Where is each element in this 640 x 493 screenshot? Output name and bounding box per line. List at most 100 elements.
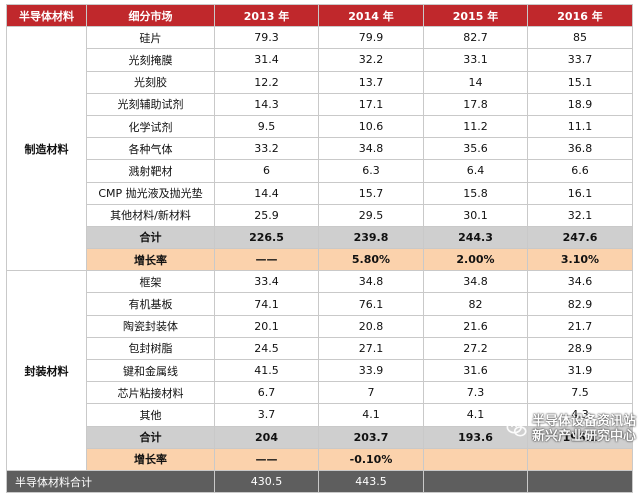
value-cell: 27.1 bbox=[318, 336, 424, 361]
segment-cell: 芯片粘接材料 bbox=[86, 381, 215, 405]
value-cell: 33.7 bbox=[527, 48, 633, 72]
value-cell: 32.2 bbox=[318, 48, 424, 72]
value-cell: 82.9 bbox=[527, 292, 633, 316]
growth-label: 增长率 bbox=[86, 248, 215, 272]
value-cell: 76.1 bbox=[318, 292, 424, 316]
table-row: 其他材料/新材料 25.9 29.5 30.1 32.1 bbox=[7, 203, 633, 227]
value-cell: 25.9 bbox=[214, 203, 319, 227]
value-cell: 34.8 bbox=[318, 270, 424, 294]
value-cell: 10.6 bbox=[318, 114, 424, 139]
value-cell: 20.1 bbox=[214, 314, 319, 338]
value-cell: 35.6 bbox=[423, 137, 528, 161]
table-row: 各种气体 33.2 34.8 35.6 36.8 bbox=[7, 137, 633, 161]
table-row: 光刻掩膜 31.4 32.2 33.1 33.7 bbox=[7, 48, 633, 72]
value-cell: 20.8 bbox=[318, 314, 424, 338]
value-cell: 7.5 bbox=[527, 381, 633, 405]
value-cell: 30.1 bbox=[423, 203, 528, 227]
value-cell: 34.8 bbox=[318, 137, 424, 161]
total-value: 244.3 bbox=[423, 225, 528, 250]
total-value: 193.6 bbox=[423, 425, 528, 449]
value-cell: 7 bbox=[318, 381, 424, 405]
segment-cell: 硅片 bbox=[86, 26, 215, 50]
value-cell: 36.8 bbox=[527, 137, 633, 161]
value-cell: 6.4 bbox=[423, 159, 528, 183]
watermark-line-1: 半导体设备资讯站 bbox=[531, 414, 636, 429]
value-cell: 14.3 bbox=[214, 92, 319, 116]
header-segment: 细分市场 bbox=[86, 3, 215, 28]
value-cell: 7.3 bbox=[423, 381, 528, 405]
table-row: 芯片粘接材料 6.7 7 7.3 7.5 bbox=[7, 381, 633, 405]
value-cell: 3.7 bbox=[214, 403, 319, 427]
header-year: 2016 年 bbox=[527, 3, 633, 28]
value-cell: 6.7 bbox=[214, 381, 319, 405]
value-cell: 18.9 bbox=[527, 92, 633, 116]
value-cell: 85 bbox=[527, 26, 633, 50]
table-row: 有机基板 74.1 76.1 82 82.9 bbox=[7, 292, 633, 316]
value-cell: 15.1 bbox=[527, 70, 633, 94]
value-cell: 41.5 bbox=[214, 358, 319, 383]
table-row: 陶瓷封装体 20.1 20.8 21.6 21.7 bbox=[7, 314, 633, 338]
table-row: CMP 抛光液及抛光垫 14.4 15.7 15.8 16.1 bbox=[7, 181, 633, 205]
value-cell: 82.7 bbox=[423, 26, 528, 50]
growth-row: 增长率 —— 5.80% 2.00% 3.10% bbox=[7, 248, 633, 272]
growth-value: -0.10% bbox=[318, 447, 424, 471]
segment-cell: 有机基板 bbox=[86, 292, 215, 316]
value-cell: 28.9 bbox=[527, 336, 633, 361]
value-cell: 4.1 bbox=[423, 403, 528, 427]
total-label: 合计 bbox=[86, 425, 215, 449]
growth-row: 增长率 —— -0.10% bbox=[7, 447, 633, 471]
wechat-icon bbox=[506, 420, 527, 437]
table-row: 制造材料 硅片 79.3 79.9 82.7 85 bbox=[6, 26, 633, 272]
value-cell: 31.4 bbox=[214, 48, 319, 72]
table-row: 封装材料 框架 33.4 34.8 34.8 34.6 bbox=[6, 270, 633, 471]
value-cell: 33.1 bbox=[423, 48, 528, 72]
value-cell: 79.9 bbox=[318, 26, 424, 50]
segment-cell: 其他 bbox=[86, 403, 215, 427]
value-cell: 33.2 bbox=[214, 137, 319, 161]
value-cell: 11.1 bbox=[527, 114, 633, 139]
total-value: 203.7 bbox=[318, 425, 424, 449]
value-cell: 17.8 bbox=[423, 92, 528, 116]
value-cell: 27.2 bbox=[423, 336, 528, 361]
growth-value: 3.10% bbox=[527, 248, 633, 272]
table-row: 光刻辅助试剂 14.3 17.1 17.8 18.9 bbox=[7, 92, 633, 116]
value-cell: 15.7 bbox=[318, 181, 424, 205]
segment-cell: 光刻辅助试剂 bbox=[86, 92, 215, 116]
segment-cell: 框架 bbox=[86, 270, 215, 294]
value-cell: 6.6 bbox=[527, 159, 633, 183]
table-row: 包封树脂 24.5 27.1 27.2 28.9 bbox=[7, 336, 633, 361]
value-cell: 82 bbox=[423, 292, 528, 316]
value-cell: 6.3 bbox=[318, 159, 424, 183]
header-year: 2013 年 bbox=[214, 3, 319, 28]
watermark: 半导体设备资讯站 新兴产业研究中心 bbox=[506, 414, 636, 444]
value-cell: 31.9 bbox=[527, 358, 633, 383]
watermark-line-2: 新兴产业研究中心 bbox=[531, 429, 636, 444]
grand-total-label: 半导体材料合计 bbox=[6, 469, 215, 493]
table-row: 其他 3.7 4.1 4.1 4.3 bbox=[7, 403, 633, 427]
total-value: 247.6 bbox=[527, 225, 633, 250]
header-year: 2015 年 bbox=[423, 3, 528, 28]
total-label: 合计 bbox=[86, 225, 215, 250]
growth-value: 2.00% bbox=[423, 248, 528, 272]
value-cell: 21.6 bbox=[423, 314, 528, 338]
grand-total-value bbox=[527, 469, 633, 493]
value-cell: 13.7 bbox=[318, 70, 424, 94]
header-row: 半导体材料 细分市场 2013 年 2014 年 2015 年 2016 年 bbox=[6, 3, 633, 28]
segment-cell: 包封树脂 bbox=[86, 336, 215, 361]
header-year: 2014 年 bbox=[318, 3, 424, 28]
value-cell: 14.4 bbox=[214, 181, 319, 205]
grand-total-value: 430.5 bbox=[214, 469, 319, 493]
value-cell: 24.5 bbox=[214, 336, 319, 361]
category-cell: 制造材料 bbox=[6, 26, 87, 272]
segment-cell: 键和金属线 bbox=[86, 358, 215, 383]
grand-total-row: 半导体材料合计 430.5 443.5 bbox=[6, 469, 633, 493]
segment-cell: 溅射靶材 bbox=[86, 159, 215, 183]
value-cell: 74.1 bbox=[214, 292, 319, 316]
value-cell: 79.3 bbox=[214, 26, 319, 50]
total-value: 226.5 bbox=[214, 225, 319, 250]
grand-total-value: 443.5 bbox=[318, 469, 424, 493]
materials-table: 半导体材料 细分市场 2013 年 2014 年 2015 年 2016 年 制… bbox=[6, 3, 633, 493]
segment-cell: 化学试剂 bbox=[86, 114, 215, 139]
table-row: 光刻胶 12.2 13.7 14 15.1 bbox=[7, 70, 633, 94]
value-cell: 16.1 bbox=[527, 181, 633, 205]
